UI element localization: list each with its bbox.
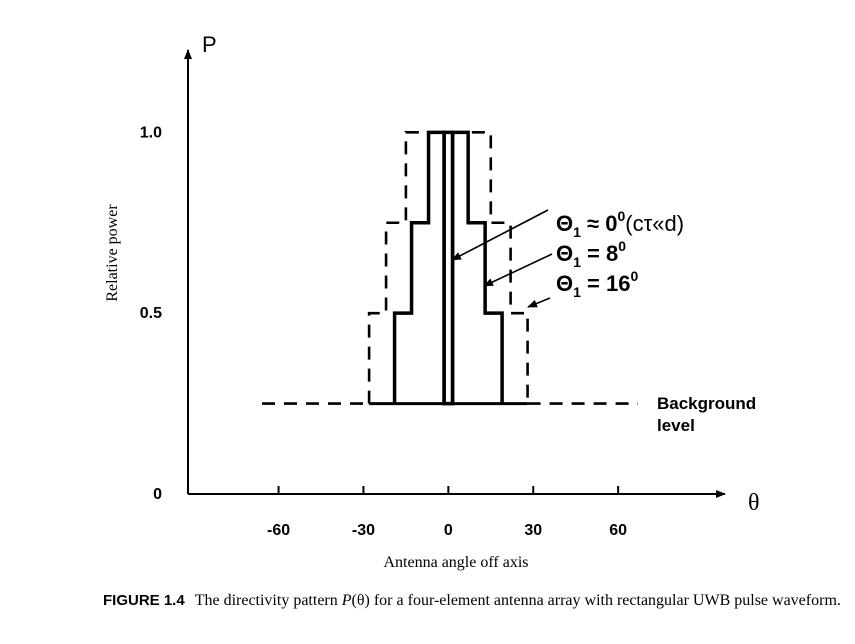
figure-caption: FIGURE 1.4 The directivity pattern P(θ) f… xyxy=(103,590,848,612)
y-tick-label: 0.5 xyxy=(140,305,162,322)
series-label-16deg: Θ1 = 160 xyxy=(556,268,638,300)
x-tick-label: -30 xyxy=(352,522,375,539)
series-label-16deg-sub: 1 xyxy=(573,284,581,300)
y-tick-label: 0 xyxy=(153,486,162,503)
y-tick-label: 1.0 xyxy=(140,124,162,141)
figure-caption-label: FIGURE 1.4 xyxy=(103,592,185,609)
series-line-1 xyxy=(392,130,504,406)
series-label-0deg-rest: ≈ 0 xyxy=(581,211,618,236)
series-label-16deg-main: Θ xyxy=(556,271,573,296)
annotation-arrow-16deg xyxy=(527,297,551,308)
series-label-8deg-sub: 1 xyxy=(573,254,581,270)
annotation-arrow-8deg xyxy=(483,253,553,287)
series-label-16deg-sup: 0 xyxy=(630,268,638,284)
series-label-0deg: Θ1 ≈ 00(cτ«d) xyxy=(556,208,684,240)
figure-caption-symbol: P xyxy=(341,592,352,609)
figure-caption-text-before: The directivity pattern xyxy=(194,592,342,609)
figure-caption-text-after: (θ) for a four-element antenna array wit… xyxy=(351,592,841,609)
series-annotations: Θ1 ≈ 00(cτ«d) Θ1 = 80 Θ1 = 160 xyxy=(451,208,684,308)
series-label-8deg: Θ1 = 80 xyxy=(556,238,626,270)
series-label-16deg-rest: = 16 xyxy=(581,271,631,296)
series-label-0deg-main: Θ xyxy=(556,211,573,236)
series-line-2 xyxy=(367,131,529,404)
series-label-0deg-sup: 0 xyxy=(617,208,625,224)
x-ticks: -60 -30 0 30 60 xyxy=(267,486,627,539)
x-tick-label: -60 xyxy=(267,522,290,539)
annotation-arrow-0deg xyxy=(451,209,549,261)
y-ticks: 0 0.5 1.0 xyxy=(140,124,162,503)
x-tick-label: 30 xyxy=(524,522,542,539)
y-axis-symbol: P xyxy=(202,32,217,57)
background-label-line1: Background xyxy=(657,394,756,413)
series-label-8deg-main: Θ xyxy=(556,241,573,266)
background-label-line2: level xyxy=(657,416,695,435)
series-layer xyxy=(367,130,529,406)
series-label-8deg-sup: 0 xyxy=(618,238,626,254)
series-label-8deg-rest: = 8 xyxy=(581,241,618,266)
series-label-0deg-sub: 1 xyxy=(573,224,581,240)
x-axis-label: Antenna angle off axis xyxy=(384,554,529,571)
x-axis-symbol: θ xyxy=(748,490,760,516)
x-tick-label: 0 xyxy=(444,522,453,539)
y-axis-label: Relative power xyxy=(104,204,121,302)
series-label-0deg-tail: (cτ«d) xyxy=(625,211,684,236)
background-level-label: Background level xyxy=(657,394,756,435)
chart-axes xyxy=(184,49,726,498)
x-tick-label: 60 xyxy=(609,522,627,539)
